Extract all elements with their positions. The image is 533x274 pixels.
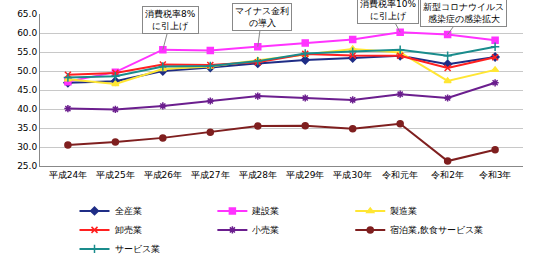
svg-text:45.0: 45.0: [17, 85, 37, 95]
svg-text:消費税率8%に引上げ: 消費税率8%に引上げ: [145, 9, 196, 31]
svg-text:サービス業: サービス業: [115, 244, 160, 254]
svg-text:30.0: 30.0: [17, 142, 37, 152]
svg-text:40.0: 40.0: [17, 104, 37, 114]
svg-text:25.0: 25.0: [17, 161, 37, 171]
svg-text:令和3年: 令和3年: [479, 170, 512, 180]
svg-text:建設業: 建設業: [251, 206, 279, 216]
svg-text:消費税率10%に引上げ: 消費税率10%に引上げ: [360, 0, 416, 21]
svg-text:全産業: 全産業: [115, 206, 142, 216]
svg-text:50.0: 50.0: [17, 66, 37, 76]
svg-text:平成27年: 平成27年: [191, 170, 229, 180]
svg-text:令和元年: 令和元年: [382, 170, 418, 180]
svg-text:小売業: 小売業: [252, 225, 279, 235]
svg-text:65.0: 65.0: [17, 9, 37, 19]
svg-text:マイナス金利の導入: マイナス金利の導入: [235, 6, 289, 28]
svg-text:平成30年: 平成30年: [333, 170, 371, 180]
svg-text:平成28年: 平成28年: [239, 170, 277, 180]
svg-text:平成25年: 平成25年: [96, 170, 134, 180]
svg-text:宿泊業,飲食サービス業: 宿泊業,飲食サービス業: [390, 225, 483, 235]
svg-text:令和2年: 令和2年: [431, 170, 464, 180]
svg-text:60.0: 60.0: [17, 28, 37, 38]
svg-text:平成26年: 平成26年: [144, 170, 182, 180]
svg-text:平成29年: 平成29年: [286, 170, 324, 180]
svg-text:新型コロナウイルス感染症の感染拡大: 新型コロナウイルス感染症の感染拡大: [423, 2, 504, 24]
svg-text:製造業: 製造業: [390, 206, 417, 216]
svg-text:55.0: 55.0: [17, 47, 37, 57]
svg-text:卸売業: 卸売業: [115, 225, 142, 235]
svg-text:35.0: 35.0: [17, 123, 37, 133]
svg-text:平成24年: 平成24年: [49, 170, 87, 180]
